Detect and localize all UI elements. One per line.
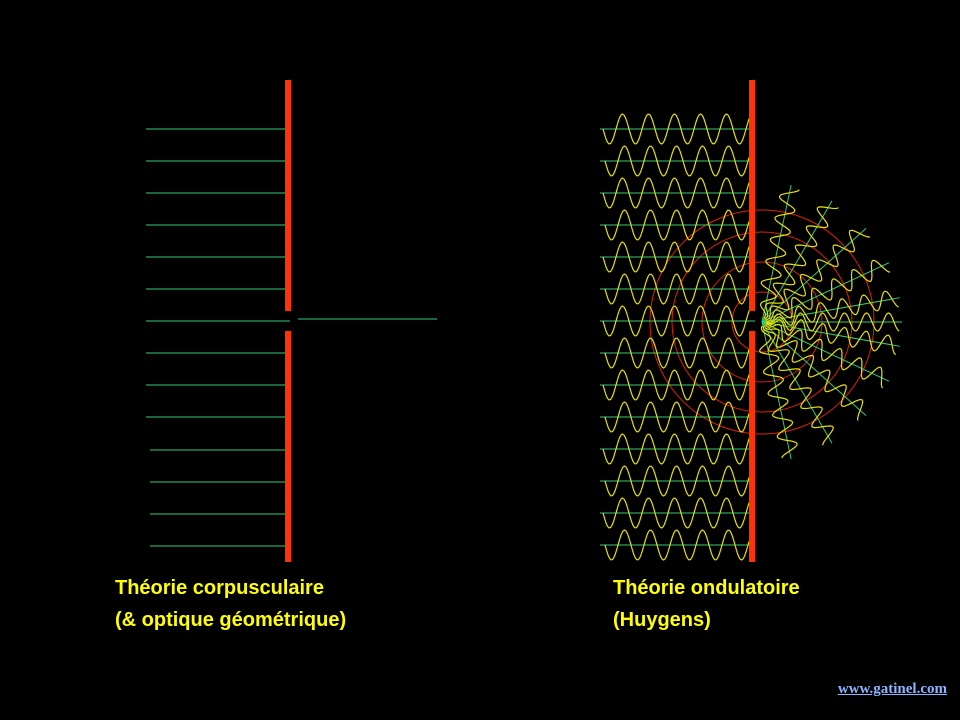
diffracted-wave — [764, 206, 839, 320]
incident-wave — [602, 497, 751, 529]
diffracted-ray — [761, 321, 867, 417]
diffracted-wave — [763, 325, 864, 421]
diffracted-wave — [759, 189, 800, 319]
barrier-lower — [285, 331, 291, 562]
incident-wave — [604, 529, 750, 561]
incident-wave — [602, 177, 751, 209]
right-slit-barrier — [749, 80, 755, 562]
diffracted-wave — [765, 229, 871, 321]
incident-wave — [604, 401, 750, 433]
diffracted-waves — [759, 189, 900, 459]
incident-wave — [604, 273, 750, 305]
barrier-lower — [749, 331, 755, 562]
incident-wave — [602, 241, 751, 273]
diffracted-wave — [766, 290, 899, 326]
diffracted-ray — [761, 321, 833, 444]
incident-wave — [604, 209, 750, 241]
incident-wave — [602, 305, 751, 337]
diffracted-wave — [765, 319, 897, 356]
diffracted-ray — [761, 297, 900, 323]
diffracted-wave — [764, 323, 884, 389]
barrier-upper — [285, 80, 291, 311]
diffracted-ray — [761, 321, 900, 347]
incident-wave — [602, 369, 751, 401]
wave-caption-title: Théorie ondulatoire — [613, 577, 800, 599]
diffracted-wave — [765, 312, 900, 332]
incident-waves — [600, 113, 755, 561]
diffracted-ray — [761, 262, 890, 323]
corpuscular-caption-title: Théorie corpusculaire — [115, 577, 324, 599]
diffracted-ray — [761, 321, 792, 460]
diffracted-ray — [761, 200, 833, 323]
wave-caption-subtitle: (Huygens) — [613, 609, 711, 631]
barrier-upper — [749, 80, 755, 311]
diffracted-ray — [761, 184, 792, 323]
site-link[interactable]: www.gatinel.com — [837, 681, 947, 697]
diffracted-rays — [761, 184, 902, 460]
corpuscular-rays — [146, 128, 437, 547]
diffracted-ray — [761, 227, 867, 323]
wave-caption: Théorie ondulatoire (Huygens) — [613, 572, 800, 636]
corpuscular-caption-subtitle: (& optique géométrique) — [115, 609, 347, 631]
corpuscular-caption: Théorie corpusculaire (& optique géométr… — [115, 572, 346, 636]
diffracted-ray — [761, 321, 890, 382]
incident-wave — [604, 465, 750, 497]
left-slit-barrier — [285, 80, 291, 562]
diffracted-wave — [759, 326, 798, 459]
incident-wave — [604, 145, 750, 177]
diffracted-wave — [762, 325, 834, 446]
incident-wave — [604, 337, 750, 369]
incident-wave — [602, 113, 751, 145]
diffracted-wave — [766, 259, 891, 322]
incident-wave — [602, 433, 751, 465]
